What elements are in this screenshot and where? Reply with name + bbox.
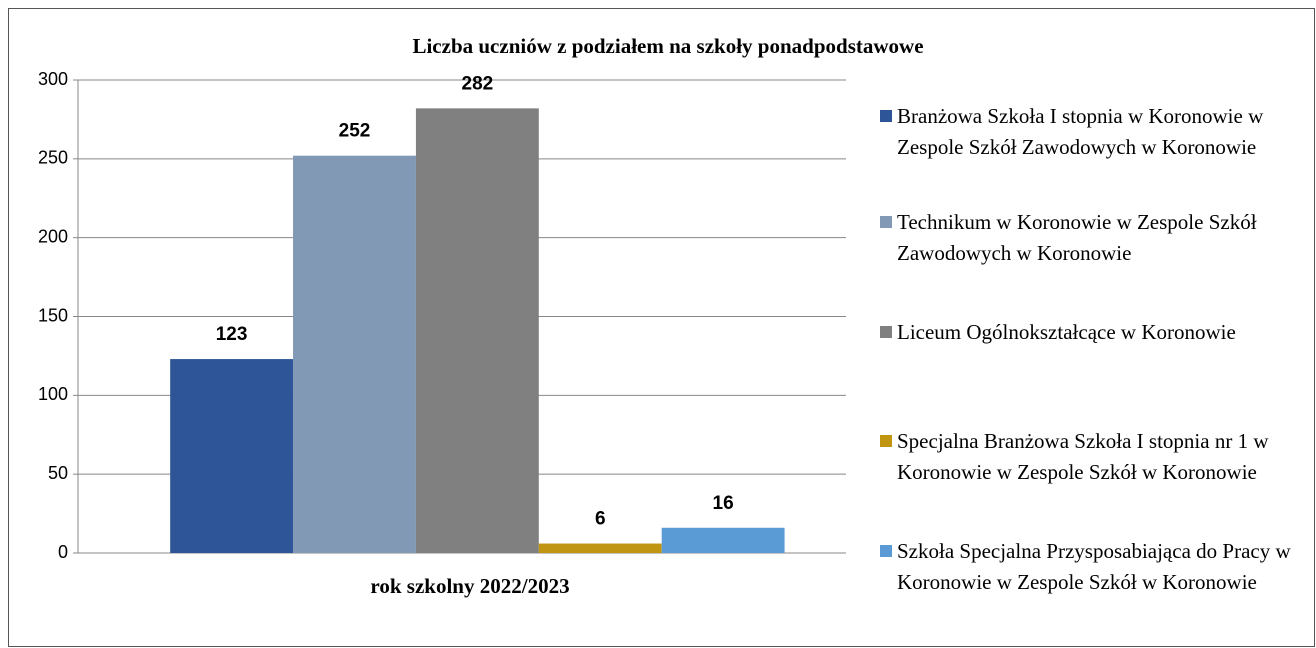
legend-entry: Technikum w Koronowie w Zespole Szkół Za… (880, 207, 1310, 269)
legend-label: Szkoła Specjalna Przysposabiająca do Pra… (897, 539, 1291, 594)
data-label: 123 (216, 324, 248, 345)
legend-entry: Liceum Ogólnokształcące w Koronowie (880, 317, 1310, 348)
legend-swatch (880, 545, 892, 557)
legend-label: Liceum Ogólnokształcące w Koronowie (897, 320, 1236, 344)
y-tick-label: 0 (58, 542, 68, 562)
legend-label: Branżowa Szkoła I stopnia w Koronowie w … (897, 104, 1264, 159)
legend-label: Technikum w Koronowie w Zespole Szkół Za… (897, 210, 1257, 265)
bar (415, 108, 539, 553)
y-tick-label: 150 (38, 305, 68, 325)
chart-title: Liczba uczniów z podziałem na szkoły pon… (412, 34, 923, 58)
data-label: 6 (595, 509, 606, 530)
data-label: 282 (462, 73, 494, 94)
bar (170, 359, 294, 553)
legend-entry: Specjalna Branżowa Szkoła I stopnia nr 1… (880, 426, 1310, 488)
y-tick-label: 50 (48, 463, 68, 483)
legend-entry: Branżowa Szkoła I stopnia w Koronowie w … (880, 101, 1310, 163)
data-label: 16 (713, 493, 734, 514)
data-label: 252 (339, 121, 371, 142)
legend-swatch (880, 216, 892, 228)
y-tick-label: 200 (38, 226, 68, 246)
bar (661, 527, 785, 553)
chart-border (8, 8, 1315, 647)
x-tick-label: rok szkolny 2022/2023 (370, 574, 569, 598)
legend-label: Specjalna Branżowa Szkoła I stopnia nr 1… (897, 429, 1269, 484)
legend-swatch (880, 326, 892, 338)
legend-entry: Szkoła Specjalna Przysposabiająca do Pra… (880, 536, 1310, 598)
y-tick-label: 100 (38, 384, 68, 404)
y-tick-label: 300 (38, 69, 68, 89)
bar (293, 155, 416, 553)
bar (538, 543, 662, 553)
legend-swatch (880, 435, 892, 447)
y-tick-label: 250 (38, 148, 68, 168)
legend-swatch (880, 110, 892, 122)
